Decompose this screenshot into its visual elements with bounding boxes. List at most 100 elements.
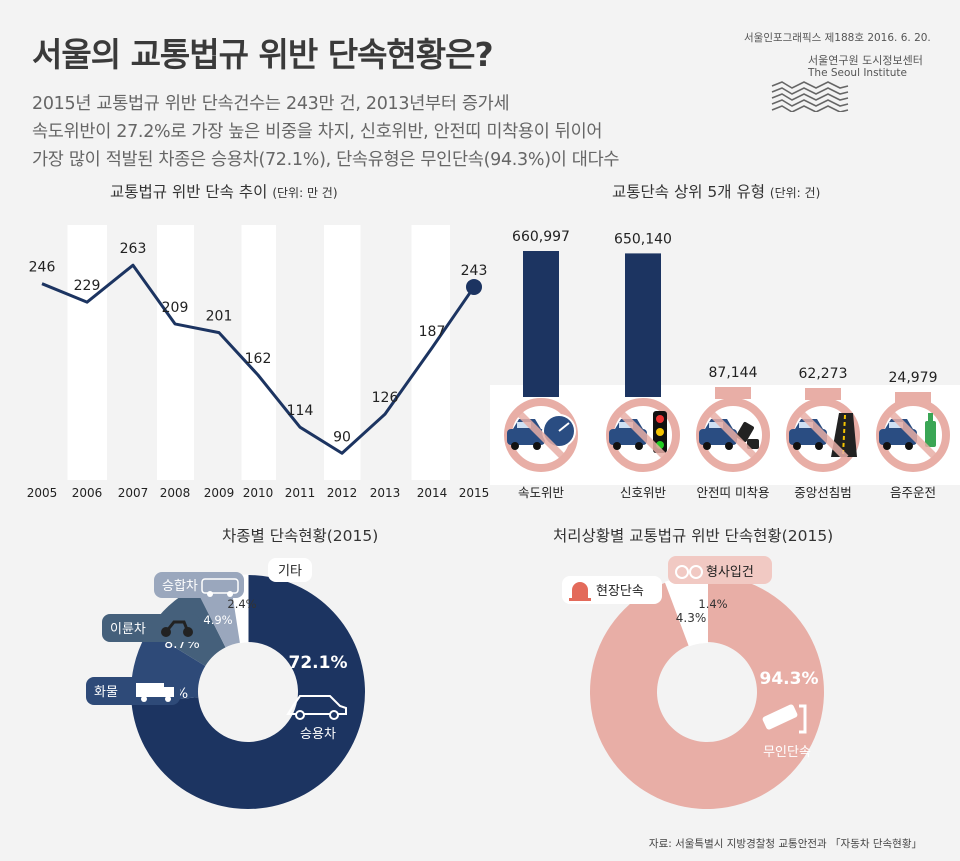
source-note: 자료: 서울특별시 지방경찰청 교통안전과 「자동차 단속현황」 <box>648 838 922 850</box>
bar-category-label-1: 신호위반 <box>620 485 667 500</box>
prohibition-slash-4 <box>887 409 939 461</box>
sedan-icon <box>286 695 347 720</box>
vehicle-donut-title: 차종별 단속현황(2015) <box>222 527 379 545</box>
motorcycle-frame <box>164 620 190 633</box>
slice-value-onsite: 4.3% <box>676 611 707 625</box>
cctv-body <box>762 704 798 730</box>
van-wheel <box>207 591 213 597</box>
bar-category-label-3: 중앙선침범 <box>794 485 852 500</box>
bar-category-label-2: 안전띠 미착용 <box>697 485 770 500</box>
bar-value-label-4: 24,979 <box>889 370 938 386</box>
bar-3 <box>805 388 841 400</box>
bar-value-label-1: 650,140 <box>614 231 672 247</box>
year-label-2007: 2007 <box>118 486 149 500</box>
callout-motorcycle: 이륜차 <box>102 614 200 642</box>
subtitle-line-1: 2015년 교통법규 위반 단속건수는 243만 건, 2013년부터 증가세 <box>32 94 510 114</box>
line-chart-title: 교통법규 위반 단속 추이 (단위: 만 건) <box>110 183 338 201</box>
car-wheel <box>533 442 541 450</box>
slice-value-van: 4.9% <box>203 613 232 627</box>
slice-label-unmanned: 무인단속 <box>763 745 811 760</box>
year-label-2015: 2015 <box>459 486 490 500</box>
year-column-2010 <box>241 225 276 480</box>
callout-motorcycle-text: 이륜차 <box>110 622 146 637</box>
van-wheel <box>227 591 233 597</box>
car-wheel <box>511 442 519 450</box>
callout-van: 승합차 <box>154 572 244 598</box>
callout-truck: 화물 <box>86 677 180 705</box>
trend-line <box>41 263 476 455</box>
slice-value-sedan: 72.1% <box>289 653 348 673</box>
value-label-2010: 162 <box>245 351 272 367</box>
callout-criminal: 형사입건 <box>668 556 772 584</box>
value-label-2007: 263 <box>120 241 147 257</box>
year-column-2012 <box>324 225 361 480</box>
car-wheel <box>883 442 891 450</box>
car-wheel <box>635 442 643 450</box>
car-window <box>889 422 903 428</box>
prohibition-slash-2 <box>707 409 759 461</box>
slice-value-criminal: 1.4% <box>698 597 727 611</box>
publication-info: 서울인포그래픽스 제188호 2016. 6. 20. <box>744 32 931 44</box>
donut2-slice-0 <box>590 575 824 809</box>
car-wheel <box>613 442 621 450</box>
soju-bottle <box>925 421 936 447</box>
slice-label-sedan: 승용차 <box>300 727 336 742</box>
sedan-wheel <box>295 710 305 720</box>
value-label-2015: 243 <box>461 263 488 279</box>
bar-value-label-0: 660,997 <box>512 229 570 245</box>
truck-wheel <box>165 696 171 702</box>
year-label-2010: 2010 <box>243 486 274 500</box>
year-label-2006: 2006 <box>72 486 103 500</box>
callout-other-bg <box>268 558 312 582</box>
light-red <box>656 415 664 423</box>
siren-icon <box>572 582 588 598</box>
value-label-2006: 229 <box>74 278 101 294</box>
institute-name-english: The Seoul Institute <box>808 67 907 79</box>
bar-category-label-4: 음주운전 <box>890 485 936 500</box>
slice-value-unmanned: 94.3% <box>760 669 819 689</box>
sedan-wheel <box>329 710 339 720</box>
bar-1 <box>625 253 661 397</box>
soju-neck <box>928 413 933 422</box>
car-window <box>799 422 813 428</box>
value-label-2008: 209 <box>162 300 189 316</box>
value-label-2011: 114 <box>287 403 314 419</box>
cctv-camera-icon <box>762 704 807 734</box>
subtitle-line-2: 속도위반이 27.2%로 가장 높은 비중을 차지, 신호위반, 안전띠 미착용… <box>32 122 603 142</box>
top5-violation-bar-chart: 660,997 속도위반 650,140 신호위반 87,144 안전띠 미착용 62,27… <box>490 229 960 500</box>
violation-trend-line-chart: 246 2005 229 2006 263 2007 209 2008 201 2009 162 20… <box>27 225 490 500</box>
callout-onsite-text: 현장단속 <box>596 584 644 599</box>
handcuffs-icon <box>675 565 689 579</box>
value-label-2009: 201 <box>206 309 233 325</box>
bar-chart-title: 교통단속 상위 5개 유형 (단위: 건) <box>612 183 821 201</box>
year-label-2008: 2008 <box>160 486 191 500</box>
car-wheel <box>905 442 913 450</box>
seatbelt-clip <box>747 439 759 449</box>
year-label-2009: 2009 <box>204 486 235 500</box>
year-column-2014 <box>411 225 450 480</box>
year-column-2008 <box>157 225 194 480</box>
prohibition-slash-1 <box>617 409 669 461</box>
data-point-2015 <box>466 278 482 295</box>
seatbelt-buckle <box>736 421 754 443</box>
bar-value-label-2: 87,144 <box>709 365 758 381</box>
handcuff-loop <box>689 565 703 579</box>
truck-icon <box>136 683 164 697</box>
year-label-2012: 2012 <box>327 486 358 500</box>
speedometer-needle <box>558 422 570 432</box>
value-label-2005: 246 <box>29 260 56 276</box>
bar-category-label-0: 속도위반 <box>518 485 565 500</box>
truck-cab <box>164 687 174 697</box>
handling-status-donut-chart: 94.3% 무인단속 4.3%1.4% 현장단속 형사입건 <box>562 556 824 809</box>
cctv-mount <box>799 704 807 734</box>
donut1-slice-0 <box>131 575 366 809</box>
handling-donut-title: 처리상황별 교통법규 위반 단속현황(2015) <box>553 527 834 545</box>
prohibition-slash-3 <box>797 409 849 461</box>
year-column-2006 <box>67 225 107 480</box>
prohibition-slash-0 <box>515 409 567 461</box>
van-icon <box>201 578 239 594</box>
car-wheel <box>793 442 801 450</box>
siren-base <box>569 598 591 601</box>
car-window <box>619 422 633 428</box>
